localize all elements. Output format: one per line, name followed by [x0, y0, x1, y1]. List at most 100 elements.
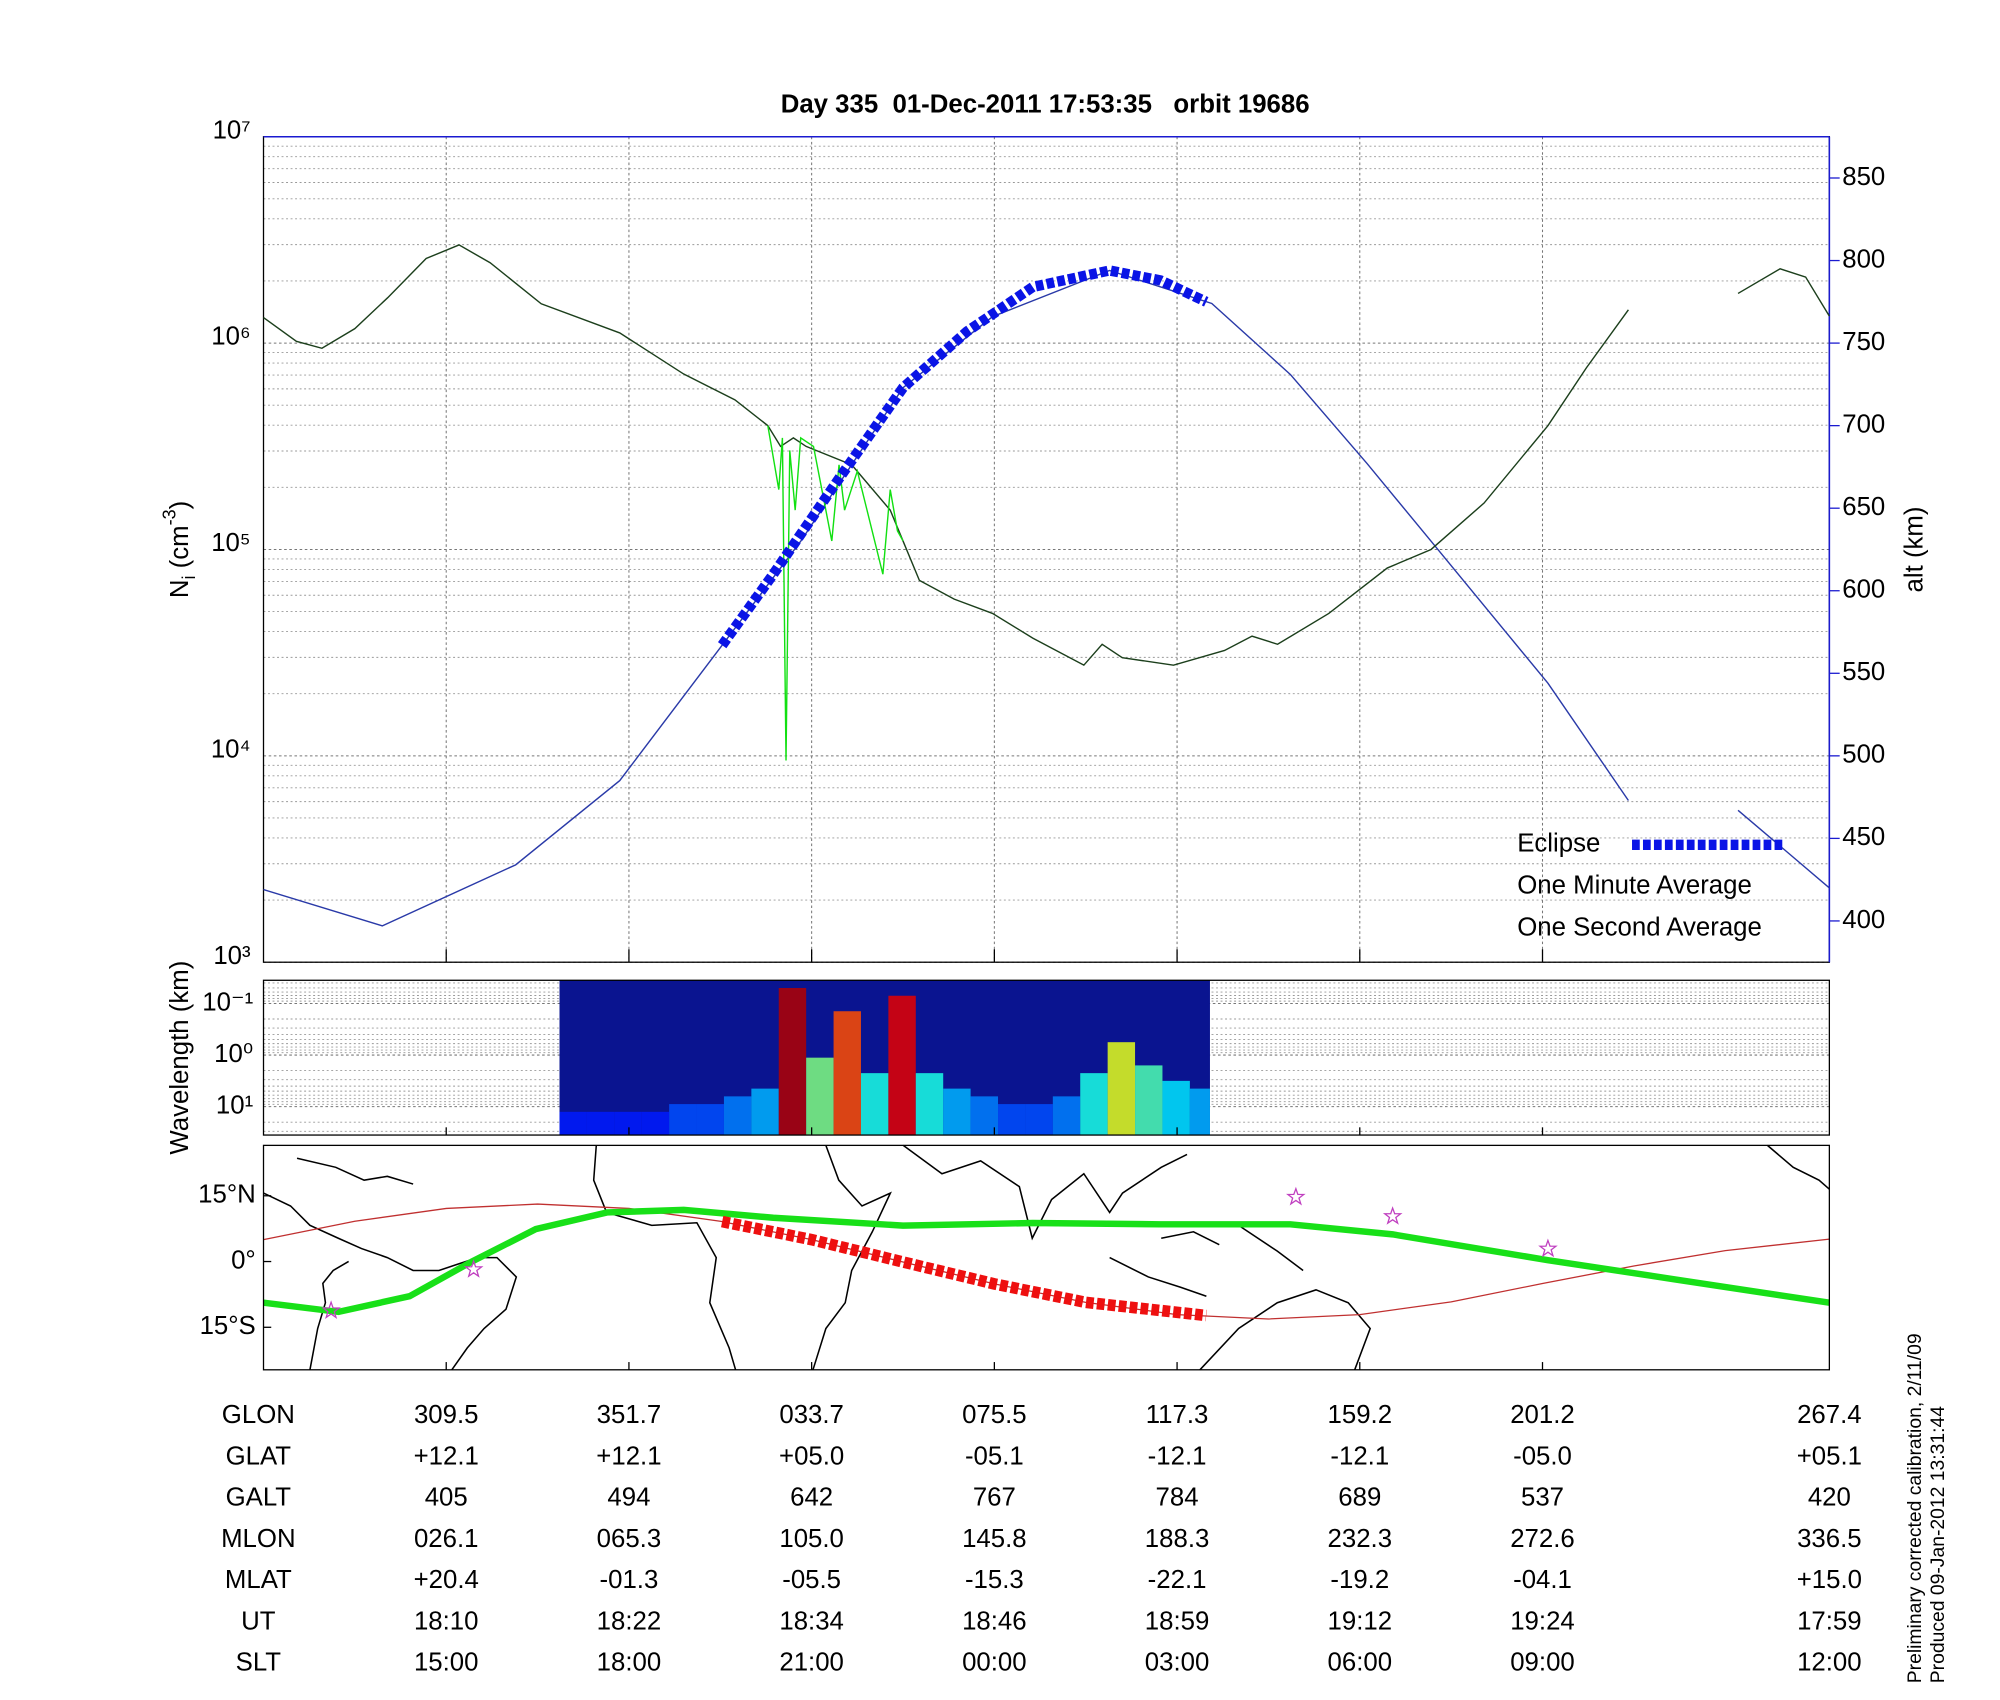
table-cell: 689: [1338, 1484, 1381, 1512]
coast-indonesia: [1109, 1224, 1304, 1298]
spectrogram-bin: [1107, 1042, 1136, 1136]
table-cell: -12.1: [1330, 1442, 1389, 1470]
coast-south-america-west: [309, 1260, 350, 1370]
table-cell: 15:00: [414, 1649, 479, 1677]
table-cell: 18:10: [414, 1607, 479, 1635]
spectrogram-bin: [641, 1111, 670, 1136]
legend-label: One Second Average: [1517, 913, 1762, 941]
table-cell: 19:12: [1328, 1607, 1393, 1635]
table-cell: 18:59: [1145, 1607, 1210, 1635]
table-cell: 17:59: [1797, 1607, 1862, 1635]
spectrogram-bin: [586, 1111, 615, 1136]
y-tick-label: 10⁴: [211, 735, 251, 763]
star-marker: [321, 1300, 341, 1320]
table-row-label: GALT: [226, 1484, 292, 1512]
y2-axis-label: alt (km): [1901, 507, 1929, 593]
table-cell: 159.2: [1328, 1401, 1393, 1429]
table-cell: 105.0: [779, 1525, 844, 1553]
table-cell: -15.3: [965, 1566, 1024, 1594]
table-cell: 145.8: [962, 1525, 1027, 1553]
spectrogram-bin: [943, 1088, 971, 1136]
y-tick-label: 10⁻¹: [202, 988, 253, 1016]
track-line: [263, 1203, 1830, 1320]
spectrogram-bin: [860, 1073, 889, 1136]
y-axis-label-part: N: [166, 580, 194, 599]
table-cell: 03:00: [1145, 1649, 1210, 1677]
y-tick-label: 10⁵: [211, 529, 250, 557]
coastlines: [263, 1144, 1830, 1371]
y-tick-label: 10¹: [216, 1091, 254, 1119]
y2-tick-label: 800: [1842, 245, 1885, 273]
table-cell: 336.5: [1797, 1525, 1862, 1553]
table-cell: 21:00: [779, 1649, 844, 1677]
table-cell: 642: [790, 1484, 833, 1512]
spectrogram-bin: [614, 1111, 642, 1136]
y-axis-label-part: i: [179, 576, 199, 580]
table-cell: 351.7: [597, 1401, 662, 1429]
table-cell: +12.1: [414, 1442, 479, 1470]
table-cell: -01.3: [600, 1566, 659, 1594]
spectrogram-bin: [723, 1096, 752, 1136]
spectrogram-bin: [1162, 1080, 1190, 1136]
table-row-label: MLAT: [225, 1566, 292, 1594]
table-cell: 309.5: [414, 1401, 479, 1429]
table-cell: 18:46: [962, 1607, 1027, 1635]
table-cell: 065.3: [597, 1525, 662, 1553]
y-axis-label-part: (cm: [166, 525, 194, 575]
spectrogram-bin: [915, 1073, 944, 1136]
spectrogram-bin: [970, 1096, 999, 1136]
table-cell: 06:00: [1328, 1649, 1393, 1677]
table-cell: 420: [1808, 1484, 1851, 1512]
table-cell: 117.3: [1146, 1401, 1209, 1429]
spectrogram-bin: [833, 1011, 861, 1136]
table-row-label: UT: [241, 1607, 276, 1635]
table-cell: 494: [607, 1484, 650, 1512]
table-cell: -05.1: [965, 1442, 1024, 1470]
footnote: Produced 09-Jan-2012 13:31:44: [1927, 1406, 1949, 1683]
y2-tick-label: 500: [1842, 741, 1885, 769]
spectrogram-bin: [888, 995, 916, 1136]
plot-frame: [262, 1144, 1831, 1371]
y-tick-label: 10⁷: [213, 116, 251, 144]
table-row-label: SLT: [236, 1649, 282, 1677]
coast-south-america: [263, 1192, 518, 1371]
table-row-label: GLAT: [226, 1442, 292, 1470]
table-cell: 09:00: [1510, 1649, 1575, 1677]
y2-tick-label: 850: [1842, 163, 1885, 191]
spectrogram-bin: [1135, 1065, 1163, 1136]
table-cell: 18:22: [597, 1607, 662, 1635]
spectrogram-bin: [998, 1104, 1026, 1136]
y2-tick-label: 650: [1842, 493, 1885, 521]
y-axis-label-part: -3: [159, 509, 179, 525]
table-cell: +20.4: [414, 1566, 479, 1594]
track-line: [263, 1206, 1830, 1316]
y-axis-label-part: ): [166, 501, 194, 510]
spectrogram-bin: [778, 988, 807, 1136]
table-row-label: MLON: [221, 1525, 295, 1553]
table-cell: 232.3: [1328, 1525, 1393, 1553]
table-cell: -19.2: [1330, 1566, 1389, 1594]
y2-tick-label: 750: [1842, 328, 1885, 356]
spectrogram-bin: [1080, 1073, 1108, 1136]
spectrogram-bin: [1052, 1096, 1081, 1136]
table-cell: 537: [1521, 1484, 1564, 1512]
table-cell: +05.1: [1797, 1442, 1862, 1470]
plot-frame: [262, 979, 1831, 1136]
table-cell: 075.5: [962, 1401, 1027, 1429]
y-tick-label: 15°N: [198, 1181, 256, 1209]
star-marker: [1538, 1238, 1558, 1258]
table-cell: +05.0: [779, 1442, 844, 1470]
spectrogram-bin: [1025, 1104, 1053, 1136]
y2-tick-label: 450: [1842, 823, 1885, 851]
coast-africa-west: [592, 1145, 737, 1371]
star-marker: [463, 1259, 484, 1278]
y-tick-label: 10⁶: [211, 323, 250, 351]
table-cell: +15.0: [1797, 1566, 1862, 1594]
table-cell: -22.1: [1148, 1566, 1207, 1594]
spectrogram-bin: [669, 1104, 697, 1136]
table-cell: 201.2: [1510, 1401, 1575, 1429]
coast-central-america: [1766, 1144, 1830, 1190]
table-cell: -04.1: [1513, 1566, 1572, 1594]
coast-australia: [1199, 1289, 1372, 1371]
